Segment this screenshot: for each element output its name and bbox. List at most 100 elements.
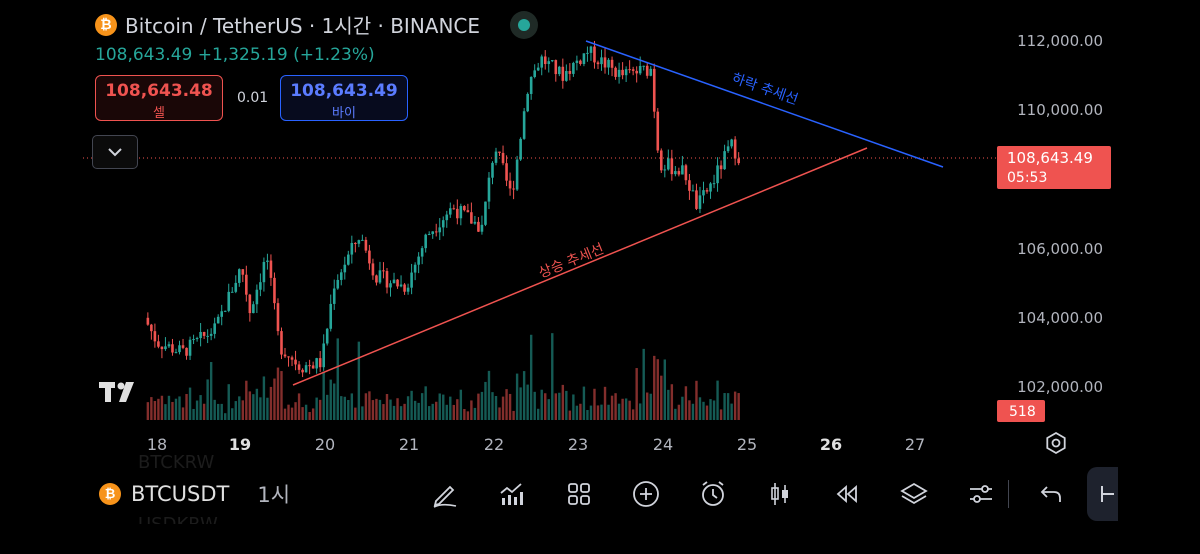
time-label: 19 [229,435,251,454]
candle-body [480,224,484,232]
symbol-text: BTCUSDT [131,482,230,506]
down-trendline[interactable] [585,40,944,168]
volume-bar [378,399,382,420]
candle-body [659,150,663,171]
candle-body [477,221,480,232]
volume-bar [540,389,543,420]
volume-bar [663,359,667,420]
volume-bar [213,399,216,420]
replay-icon[interactable] [813,464,880,524]
volume-bar [610,395,614,420]
candle-body [438,227,442,233]
candle-body [709,183,712,192]
collapse-legend-button[interactable] [92,135,138,169]
candle-body [192,339,195,341]
volume-bar [364,393,368,420]
volume-bar [695,380,698,420]
more-tools-button[interactable] [1087,467,1118,521]
candle-body [663,169,667,171]
volume-bar [480,391,484,420]
candle-body [730,139,733,147]
volume-bar [561,384,565,420]
volume-bar [382,404,385,420]
more-icon [1101,486,1114,502]
candle-body [456,208,459,219]
candle-body [403,284,406,292]
candle-style-icon[interactable] [746,464,813,524]
buy-price: 108,643.49 [290,81,398,101]
time-label: 24 [653,435,673,454]
volume-bar [575,405,579,420]
candle-body [677,171,681,175]
volume-bar [466,411,470,420]
candle-body [667,158,670,170]
volume-bar [396,398,399,420]
volume-bar [403,403,406,420]
volume-bar [681,396,684,420]
volume-bar [276,367,280,420]
volume-bar [399,406,403,420]
volume-bar [245,380,248,420]
candle-body [420,248,424,257]
tradingview-logo[interactable] [99,380,143,411]
volume-bar [600,404,603,420]
candle-body [628,69,631,71]
volume-bar [206,379,209,420]
symbol-title[interactable]: Bitcoin / TetherUS · 1시간 · BINANCE [125,14,481,38]
candle-body [572,62,575,74]
volume-bar [526,384,529,420]
volume-bar [153,401,157,420]
volume-bar [368,391,371,420]
buy-button[interactable]: 108,643.49 바이 [280,75,408,121]
candle-body [607,59,610,68]
volume-bar [322,371,325,420]
candle-body [262,261,266,283]
indicators-icon[interactable] [478,464,545,524]
settings-sliders-icon[interactable] [947,464,1014,524]
volume-bar [726,393,730,420]
candle-body [167,344,171,347]
candle-body [146,317,150,325]
volume-bar [241,400,245,420]
symbol-selector[interactable]: ₿ BTCUSDT [99,482,229,506]
buy-label: 바이 [332,106,356,121]
layers-icon[interactable] [880,464,947,524]
sell-button[interactable]: 108,643.48 셀 [95,75,223,121]
candle-body [681,165,684,175]
candle-body [582,53,586,64]
volume-bar [628,400,631,420]
volume-bar [501,396,505,420]
undo-icon[interactable] [1031,464,1071,524]
price-chart[interactable]: 하락 추세선 상승 추세선 112,000.00 110,000.00 106,… [83,0,1118,462]
volume-bar [498,407,501,420]
add-icon[interactable] [612,464,679,524]
layouts-grid-icon[interactable] [545,464,612,524]
candle-body [399,284,403,287]
chart-settings-icon[interactable] [1046,431,1066,455]
volume-bar [238,396,241,420]
candle-body [554,60,558,75]
candle-body [150,324,153,332]
volume-bar [185,393,188,420]
volume-bar [326,394,329,420]
up-trendline[interactable] [292,147,868,386]
candle-body [266,260,269,262]
candle-body [287,356,290,358]
volume-bar [318,399,322,420]
volume-bar [424,386,427,420]
candle-body [596,62,600,65]
candle-body [491,162,494,178]
candle-body [276,303,280,332]
draw-pen-icon[interactable] [411,464,478,524]
market-status-icon[interactable] [510,10,539,39]
candle-body [396,279,399,287]
volume-bar [297,393,301,420]
candle-body [392,279,396,284]
candle-body [719,165,723,170]
candle-body [213,323,216,334]
candle-body [568,71,572,74]
alert-clock-icon[interactable] [679,464,746,524]
price-label: 106,000.00 [1017,240,1103,258]
volume-bar [614,393,617,420]
timeframe-selector[interactable]: 1시 [257,483,291,507]
